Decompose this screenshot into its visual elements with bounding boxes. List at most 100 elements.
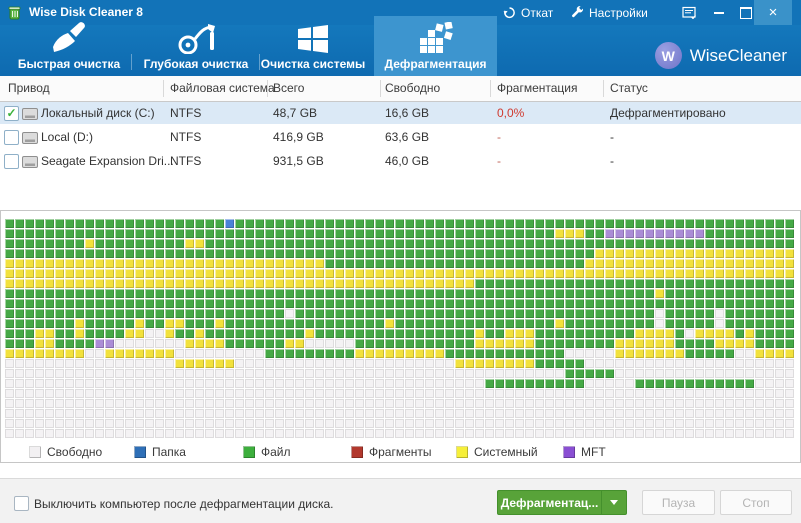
wrench-icon	[571, 6, 584, 19]
legend-label: Свободно	[47, 445, 103, 459]
column-separator	[490, 80, 491, 97]
block-map-grid	[5, 219, 794, 438]
legend-label: Папка	[152, 445, 186, 459]
col-total[interactable]: Всего	[273, 81, 305, 95]
folder-swatch-icon	[134, 446, 146, 458]
drive-total: 48,7 GB	[273, 106, 318, 120]
tab-label: Быстрая очистка	[17, 57, 121, 71]
drive-free: 63,6 GB	[385, 130, 430, 144]
file-swatch-icon	[243, 446, 255, 458]
legend-mft: MFT	[563, 445, 606, 459]
vacuum-icon	[175, 22, 217, 54]
button-separator	[601, 491, 602, 514]
menu-icon	[682, 6, 696, 19]
pause-button-label: Пауза	[661, 495, 696, 510]
legend-fragments: Фрагменты	[351, 445, 432, 459]
menu-button[interactable]	[676, 0, 702, 25]
drive-free: 46,0 GB	[385, 154, 430, 168]
minimize-icon	[714, 11, 724, 14]
table-row-drive-seagate[interactable]: Seagate Expansion Dri... NTFS 931,5 GB 4…	[0, 150, 801, 172]
rollback-button[interactable]: Откат	[503, 0, 553, 25]
defrag-blocks-icon	[418, 22, 454, 54]
tab-deep-clean[interactable]: Глубокая очистка	[134, 18, 258, 74]
table-row-drive-d[interactable]: Local (D:) NTFS 416,9 GB 63,6 GB - -	[0, 126, 801, 148]
tab-divider	[259, 54, 260, 70]
drive-name: Seagate Expansion Dri...	[41, 154, 174, 168]
close-button[interactable]: ×	[754, 0, 792, 25]
rollback-label: Откат	[521, 5, 554, 20]
bottom-bar: Выключить компьютер после дефрагментации…	[0, 478, 801, 523]
defragment-button[interactable]: Дефрагментац...	[497, 490, 627, 515]
drive-fs: NTFS	[170, 154, 202, 168]
drive-name: Локальный диск (C:)	[41, 106, 155, 120]
mft-swatch-icon	[563, 446, 575, 458]
column-separator	[380, 80, 381, 97]
drive-frag: -	[497, 130, 501, 144]
brand-logo: W WiseCleaner	[654, 42, 787, 69]
rollback-icon	[503, 6, 516, 19]
legend-label: Системный	[474, 445, 538, 459]
drive-checkbox-unchecked[interactable]	[4, 130, 19, 145]
pause-button[interactable]: Пауза	[642, 490, 715, 515]
stop-button[interactable]: Стоп	[720, 490, 792, 515]
tab-label: Очистка системы	[260, 57, 366, 71]
drive-frag: 0,0%	[497, 106, 525, 120]
legend-label: MFT	[581, 445, 606, 459]
brand-name: WiseCleaner	[689, 45, 787, 65]
windows-icon	[296, 24, 330, 54]
tab-quick-clean[interactable]: Быстрая очистка	[8, 18, 130, 74]
defragment-dropdown-button[interactable]	[602, 500, 626, 505]
stop-button-label: Стоп	[742, 495, 770, 510]
drive-status: -	[610, 154, 614, 168]
maximize-icon	[740, 6, 752, 19]
drive-free: 16,6 GB	[385, 106, 430, 120]
drive-fs: NTFS	[170, 130, 202, 144]
drive-checkbox-checked[interactable]: ✓	[4, 106, 19, 121]
fragments-swatch-icon	[351, 446, 363, 458]
legend-label: Фрагменты	[369, 445, 432, 459]
table-row-drive-c[interactable]: ✓ Локальный диск (C:) NTFS 48,7 GB 16,6 …	[0, 102, 801, 124]
legend-label: Файл	[261, 445, 291, 459]
column-separator	[603, 80, 604, 97]
maximize-button[interactable]	[733, 0, 759, 25]
legend-free: Свободно	[29, 445, 102, 459]
shutdown-checkbox[interactable]	[14, 496, 29, 511]
close-icon: ×	[768, 4, 778, 21]
table-header: Привод Файловая система Всего Свободно Ф…	[0, 76, 801, 102]
map-legend: Свободно Папка Файл Фрагменты Системный …	[1, 445, 798, 461]
settings-button[interactable]: Настройки	[571, 0, 648, 25]
drive-checkbox-unchecked[interactable]	[4, 154, 19, 169]
tab-label: Глубокая очистка	[143, 57, 249, 71]
tab-system-clean[interactable]: Очистка системы	[260, 18, 366, 74]
chevron-down-icon	[610, 500, 618, 505]
legend-file: Файл	[243, 445, 291, 459]
drive-total: 931,5 GB	[273, 154, 324, 168]
drive-frag: -	[497, 154, 501, 168]
system-swatch-icon	[456, 446, 468, 458]
defrag-block-map: Свободно Папка Файл Фрагменты Системный …	[0, 210, 801, 463]
settings-label: Настройки	[589, 5, 648, 20]
col-free[interactable]: Свободно	[385, 81, 441, 95]
col-drive[interactable]: Привод	[8, 81, 50, 95]
col-status[interactable]: Статус	[610, 81, 648, 95]
legend-system: Системный	[456, 445, 538, 459]
tab-divider	[131, 54, 132, 70]
col-frag[interactable]: Фрагментация	[497, 81, 578, 95]
shutdown-label: Выключить компьютер после дефрагментации…	[34, 497, 334, 511]
col-fs[interactable]: Файловая система	[170, 81, 275, 95]
drive-status: -	[610, 130, 614, 144]
app-logo-icon	[6, 4, 23, 21]
brush-icon	[49, 22, 89, 54]
defragment-button-label: Дефрагментац...	[500, 495, 599, 510]
free-swatch-icon	[29, 446, 41, 458]
minimize-button[interactable]	[706, 0, 732, 25]
drive-icon	[22, 108, 38, 120]
legend-folder: Папка	[134, 445, 186, 459]
tab-defragment[interactable]: Дефрагментация	[376, 18, 495, 74]
drive-icon	[22, 156, 38, 168]
drive-status: Дефрагментировано	[610, 106, 726, 120]
column-separator	[163, 80, 164, 97]
column-separator	[267, 80, 268, 97]
window-title: Wise Disk Cleaner 8	[29, 5, 143, 19]
